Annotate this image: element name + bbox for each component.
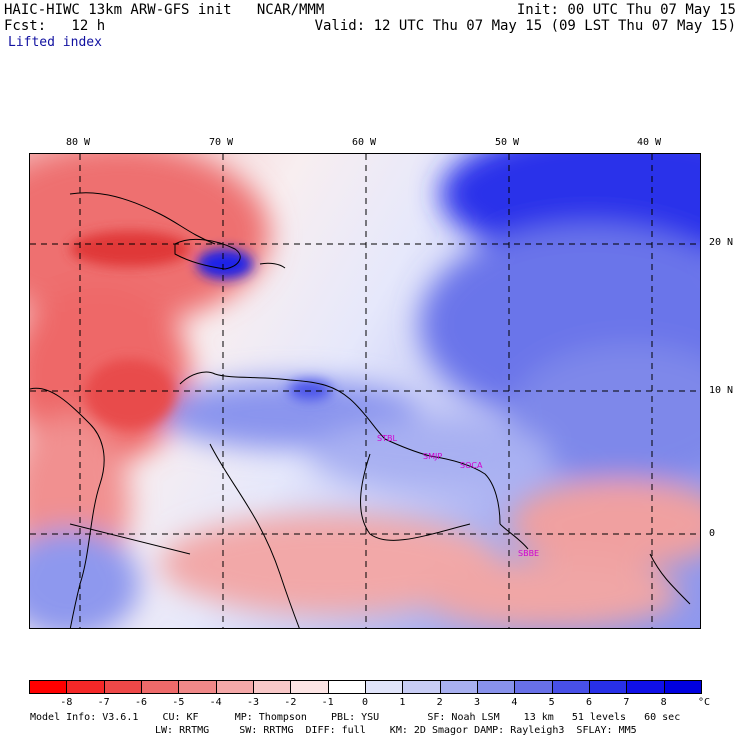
colorbar-swatch <box>215 680 254 694</box>
model-title: HAIC-HIWC 13km ARW-GFS init NCAR/MMM <box>4 2 325 18</box>
colorbar-label: 7 <box>623 697 630 708</box>
model-info-line1: Model Info: V3.6.1 CU: KF MP: Thompson P… <box>30 712 681 723</box>
lon-label-40w: 40 W <box>637 137 662 148</box>
model-info-line2: LW: RRTMG SW: RRTMG DIFF: full KM: 2D Sm… <box>155 725 637 736</box>
colorbar-swatch <box>103 680 142 694</box>
colorbar-label: -8 <box>60 697 73 708</box>
colorbar-swatch <box>402 680 441 694</box>
colorbar-swatch <box>290 680 329 694</box>
field-name: Lifted index <box>8 35 102 50</box>
colorbar-label: -1 <box>321 697 334 708</box>
colorbar-label: 2 <box>436 697 443 708</box>
colorbar-label: -4 <box>209 697 222 708</box>
lifted-index-map: STBL SMJP SOCA SBBE <box>29 153 701 629</box>
lon-label-60w: 60 W <box>352 137 377 148</box>
lat-label-20n: 20 N <box>709 237 734 248</box>
colorbar-label: 5 <box>548 697 555 708</box>
colorbar-label: 1 <box>399 697 406 708</box>
lon-label-80w: 80 W <box>66 137 91 148</box>
colorbar-unit: °C <box>697 697 711 708</box>
city-label-stbl: STBL <box>377 434 397 443</box>
colorbar-label: 4 <box>511 697 518 708</box>
colorbar-swatch <box>365 680 404 694</box>
colorbar-swatch <box>477 680 516 694</box>
colorbar-swatch <box>663 680 702 694</box>
colorbar-swatch <box>589 680 628 694</box>
valid-time: Valid: 12 UTC Thu 07 May 15 (09 LST Thu … <box>314 18 736 34</box>
colorbar-swatch <box>253 680 292 694</box>
lat-label-10n: 10 N <box>709 385 734 396</box>
colorbar-label: -6 <box>134 697 148 708</box>
init-time: Init: 00 UTC Thu 07 May 15 <box>516 2 736 18</box>
city-label-sbbe: SBBE <box>518 549 539 558</box>
lon-label-70w: 70 W <box>209 137 234 148</box>
forecast-hour: Fcst: 12 h <box>4 18 106 34</box>
colorbar-swatch <box>439 680 478 694</box>
lon-label-50w: 50 W <box>495 137 520 148</box>
colorbar-swatch <box>141 680 180 694</box>
lat-label-0: 0 <box>709 528 716 539</box>
colorbar-swatch <box>178 680 217 694</box>
colorbar-swatch <box>626 680 665 694</box>
map-canvas: STBL SMJP SOCA SBBE <box>30 154 700 628</box>
colorbar-label: -7 <box>97 697 110 708</box>
colorbar-label: 3 <box>473 697 481 708</box>
colorbar-swatch <box>66 680 105 694</box>
colorbar-swatch <box>327 680 366 694</box>
colorbar-label: -3 <box>246 697 260 708</box>
city-label-soca: SOCA <box>460 461 483 470</box>
colorbar-swatch <box>514 680 553 694</box>
colorbar-label: 6 <box>585 697 593 708</box>
colorbar-label: -2 <box>284 697 297 708</box>
city-label-smjp: SMJP <box>423 452 442 461</box>
colorbar-label: 0 <box>361 697 369 708</box>
colorbar-label: 8 <box>660 697 667 708</box>
colorbar-label: -5 <box>172 697 185 708</box>
colorbar-swatch <box>29 680 68 694</box>
colorbar-swatch <box>551 680 590 694</box>
